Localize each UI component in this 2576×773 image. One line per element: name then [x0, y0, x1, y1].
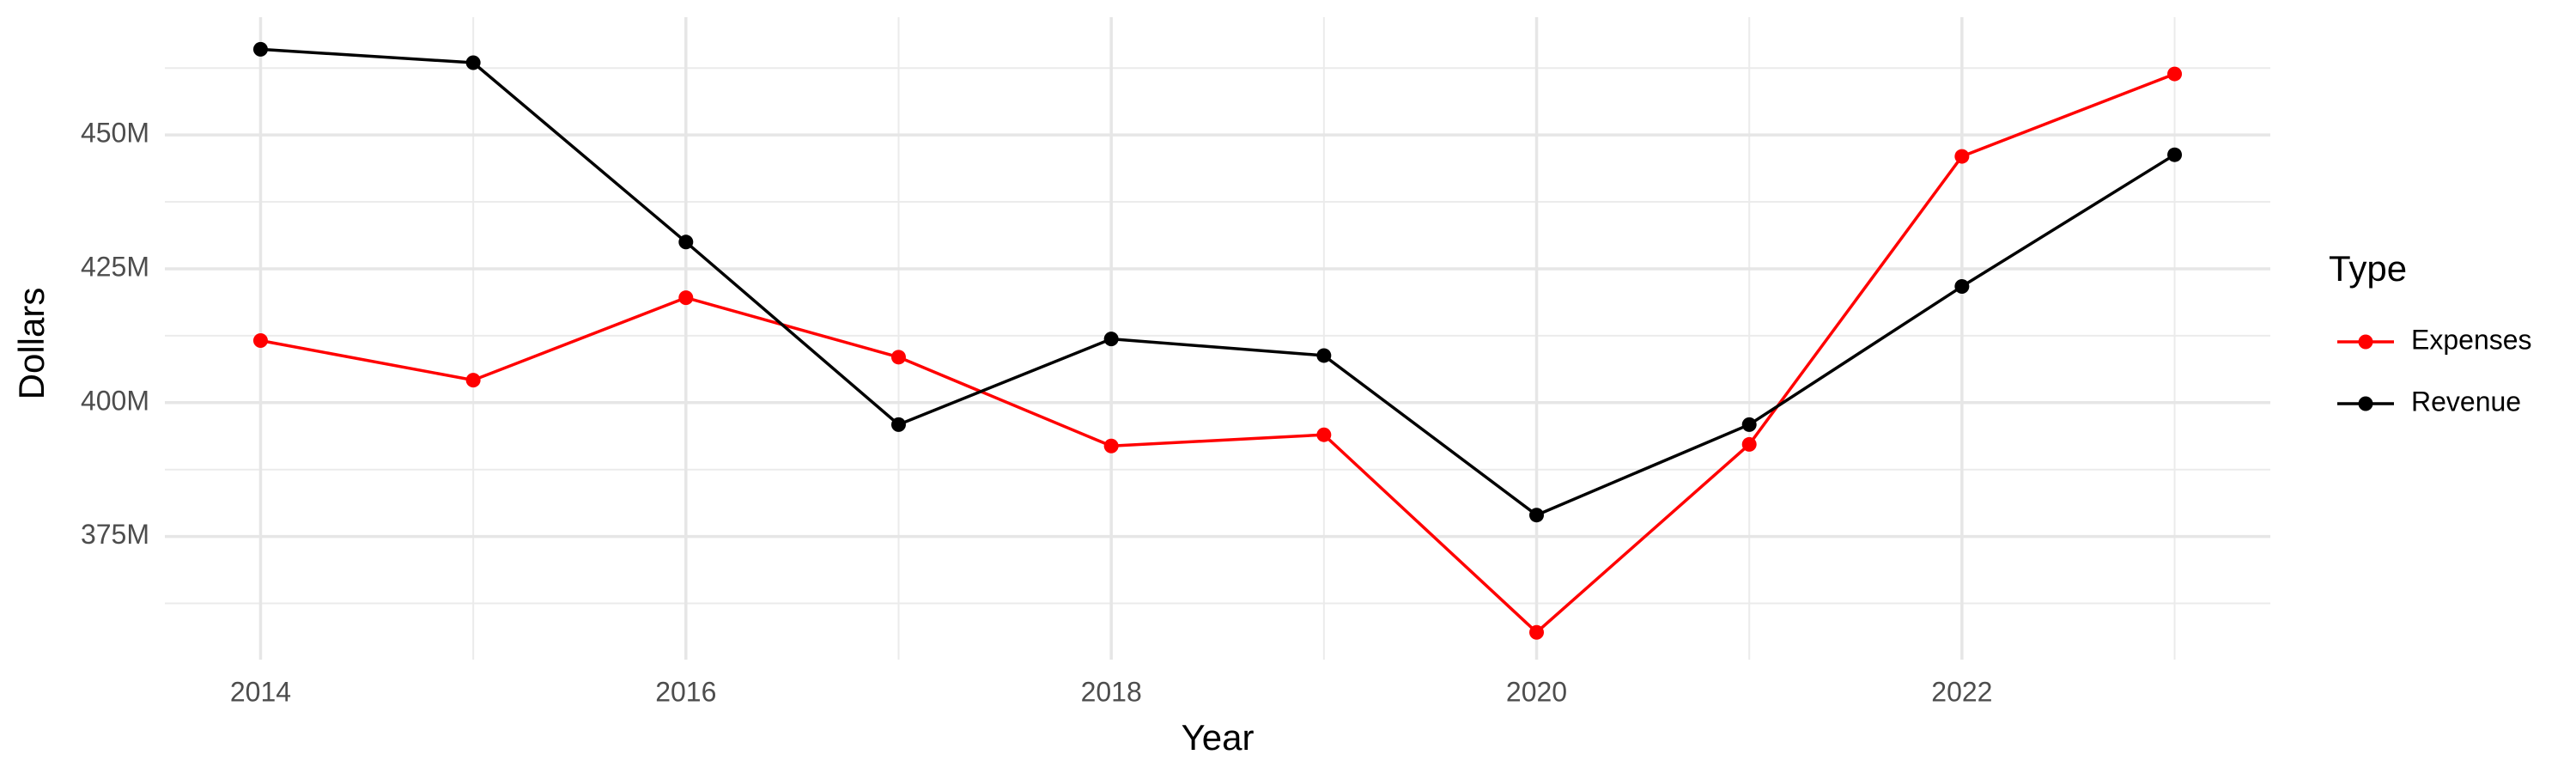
data-point	[465, 373, 481, 388]
data-point	[890, 350, 906, 365]
data-point	[1954, 279, 1970, 295]
data-point	[678, 290, 694, 306]
legend-title: Type	[2329, 248, 2407, 289]
data-point	[252, 41, 268, 57]
series-line	[260, 72, 2176, 635]
data-point	[890, 417, 906, 432]
data-point	[1954, 149, 1970, 164]
data-point	[1103, 332, 1119, 347]
x-tick-label: 2020	[1506, 676, 1567, 707]
data-point	[2167, 147, 2183, 162]
legend-swatch-point	[2358, 334, 2373, 350]
y-tick-label: 450M	[81, 118, 149, 149]
y-tick-label: 425M	[81, 251, 149, 282]
y-axis-title: Dollars	[11, 288, 52, 400]
series-line	[260, 47, 2176, 517]
data-point	[2167, 66, 2183, 82]
data-point	[1741, 436, 1757, 452]
x-tick-label: 2022	[1931, 676, 1992, 707]
y-tick-label: 375M	[81, 519, 149, 550]
data-point	[1103, 438, 1119, 453]
data-point	[1316, 427, 1332, 442]
x-tick-label: 2018	[1081, 676, 1142, 707]
data-point	[252, 332, 268, 348]
data-point	[465, 55, 481, 70]
x-tick-label: 2016	[655, 676, 716, 707]
data-point	[1529, 624, 1545, 640]
data-point	[678, 234, 694, 250]
legend-label: Revenue	[2411, 386, 2521, 417]
x-axis-title: Year	[1182, 717, 1255, 758]
legend-label: Expenses	[2411, 324, 2532, 355]
data-point	[1741, 417, 1757, 432]
y-tick-label: 400M	[81, 385, 149, 416]
data-point	[1529, 508, 1545, 523]
data-point	[1316, 348, 1332, 363]
x-tick-label: 2014	[230, 676, 291, 707]
legend-swatch-point	[2358, 396, 2373, 411]
